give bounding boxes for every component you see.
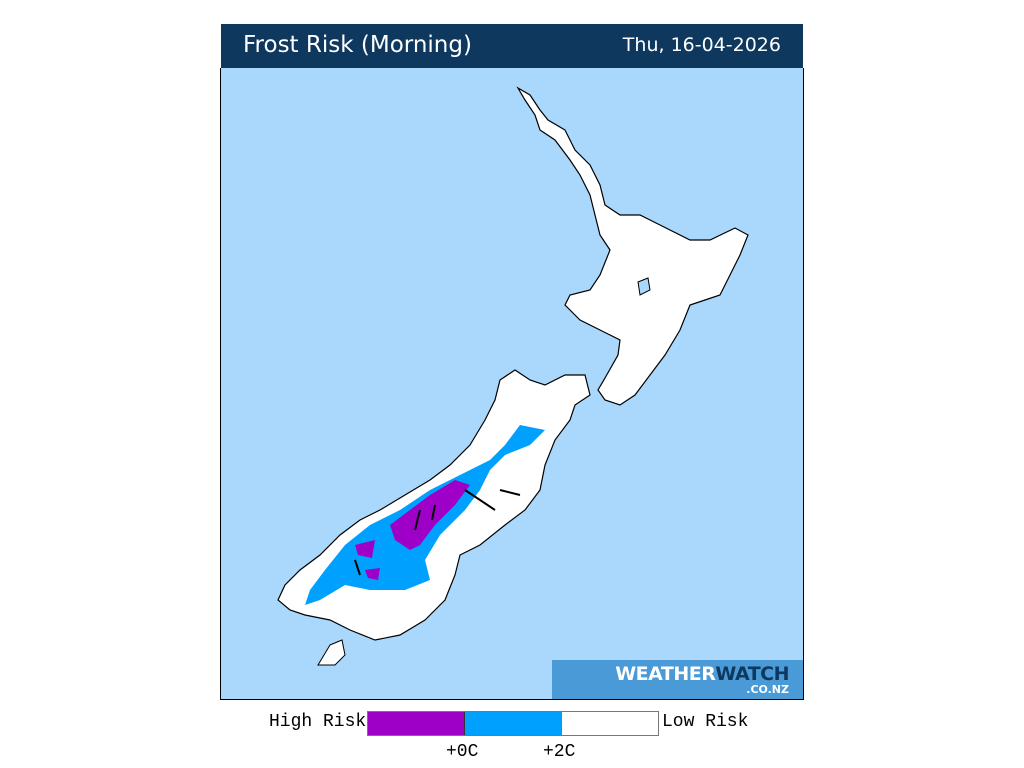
legend-low-risk: Low Risk	[662, 712, 749, 732]
forecast-date: Thu, 16-04-2026	[622, 34, 781, 56]
legend-high-risk: High Risk	[269, 712, 367, 732]
legend-bin-below-0c	[368, 712, 464, 735]
map-header: Frost Risk (Morning) Thu, 16-04-2026	[221, 24, 803, 68]
legend-bin-above-2c	[561, 712, 658, 735]
frost-zone-0c	[355, 540, 375, 558]
frost-risk-map: WEATHERWATCH .CO.NZ	[220, 68, 804, 700]
logo-text-light: WEATHER	[615, 663, 716, 685]
legend-bin-0-2c	[464, 712, 561, 735]
legend-tick-2c: +2C	[543, 742, 576, 762]
map-title: Frost Risk (Morning)	[243, 32, 472, 58]
legend-tick-0c: +0C	[446, 742, 479, 762]
legend-color-bar	[367, 711, 659, 736]
north-island	[516, 86, 749, 406]
logo-domain: .CO.NZ	[746, 683, 789, 696]
lakes-rivers	[354, 489, 521, 576]
stewart-island	[317, 639, 346, 666]
logo-text-dark: WATCH	[715, 663, 789, 685]
lake-taupo	[637, 277, 651, 296]
weatherwatch-logo: WEATHERWATCH .CO.NZ	[552, 660, 803, 699]
frost-zone-0c	[365, 568, 380, 580]
nz-map-svg	[277, 86, 749, 666]
frost-zone-0c	[390, 480, 470, 550]
